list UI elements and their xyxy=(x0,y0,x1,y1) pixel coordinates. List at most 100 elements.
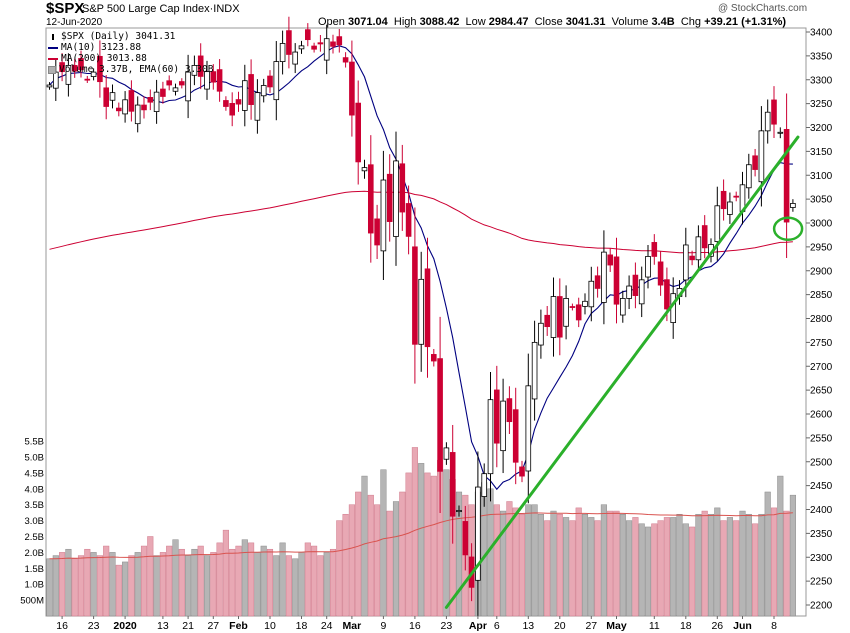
candle-body xyxy=(386,173,393,222)
candle-body xyxy=(412,246,418,345)
price-tick-label: 2400 xyxy=(810,505,833,516)
price-tick-label: 2550 xyxy=(810,433,833,444)
candle-body xyxy=(90,71,97,77)
volume-bar xyxy=(525,504,532,617)
volume-bar xyxy=(84,548,91,617)
legend-ma10-text: MA(10) 3123.88 xyxy=(61,42,142,53)
candle-body xyxy=(475,486,481,581)
candle-body xyxy=(71,65,78,72)
date-tick-label: 24 xyxy=(321,620,333,632)
candle-body xyxy=(626,285,632,299)
legend-volume: Volume 3.37B, EMA(60) 3.30B xyxy=(48,64,213,75)
volume-bar xyxy=(134,552,141,617)
volume-bar xyxy=(619,513,626,617)
candle-body xyxy=(349,61,355,116)
volume-bar xyxy=(581,513,589,617)
volume-bar xyxy=(103,545,110,617)
price-tick-label: 3350 xyxy=(810,51,833,62)
price-tick-label: 2200 xyxy=(810,601,833,612)
volume-axis: 500M 1.0B 1.5B 2.0B 2.5B 3.0B 3.5B 4.0B 4.5B 5.0B… xyxy=(20,437,44,607)
volume-bar xyxy=(342,513,349,617)
candlesticks xyxy=(46,16,796,616)
volume-bar xyxy=(367,494,374,617)
candle-body xyxy=(367,164,374,234)
candle-body xyxy=(84,78,91,81)
date-tick-label: 10 xyxy=(264,620,276,632)
open-value: 3071.04 xyxy=(347,16,388,28)
trendline xyxy=(444,135,800,609)
candle-body xyxy=(695,236,702,261)
volume-bar xyxy=(178,548,185,617)
volume-bar xyxy=(147,536,154,617)
candle-body xyxy=(764,111,771,132)
price-tick-label: 3150 xyxy=(810,147,833,158)
volume-bar xyxy=(235,545,242,617)
candle-body xyxy=(720,190,727,210)
volume-bar xyxy=(544,520,551,617)
candle-body xyxy=(172,87,179,92)
candle-body xyxy=(733,195,739,198)
candle-body xyxy=(46,84,53,88)
volume-bar xyxy=(128,555,135,617)
volume-tick-label: 5.5B xyxy=(24,437,44,448)
volume-bar xyxy=(537,513,544,617)
candle-body xyxy=(575,304,582,321)
volume-bar xyxy=(588,517,595,617)
volume-bar xyxy=(392,501,400,617)
candle-body xyxy=(267,75,273,88)
volume-bar xyxy=(216,542,223,617)
candle-body xyxy=(714,205,721,242)
volume-bar xyxy=(644,526,652,617)
candle-body xyxy=(689,255,695,261)
price-tick-label: 2900 xyxy=(810,266,833,277)
price-tick-label: 2650 xyxy=(810,386,833,397)
legend-ma200: MA(200) 3013.88 xyxy=(48,53,147,64)
candle-body xyxy=(141,104,147,111)
volume-bar xyxy=(329,548,337,617)
volume-bar xyxy=(613,510,620,617)
volume-bar xyxy=(575,507,582,617)
ohlc-readout: Open 3071.04 High 3088.42 Low 2984.47 Cl… xyxy=(318,16,786,28)
date-tick-label: 16 xyxy=(409,620,421,632)
volume-bar xyxy=(493,504,500,617)
volume-bar xyxy=(122,561,129,617)
date-tick-label: 13 xyxy=(522,620,534,632)
volume-bar xyxy=(109,552,116,617)
candle-body xyxy=(191,65,198,76)
volume-bar xyxy=(166,545,173,617)
chart-date: 12-Jun-2020 xyxy=(46,17,103,28)
candle-body xyxy=(223,100,229,107)
candle-body xyxy=(134,104,141,125)
candle-body xyxy=(752,155,758,170)
candle-body xyxy=(210,71,217,83)
price-tick-label: 3300 xyxy=(810,75,833,86)
candle-body xyxy=(493,389,500,444)
date-tick-label: 26 xyxy=(711,620,723,632)
candle-body xyxy=(456,510,462,513)
date-tick-label: 23 xyxy=(441,620,453,632)
price-tick-label: 3100 xyxy=(810,171,833,182)
volume-bar xyxy=(726,517,733,617)
candle-body xyxy=(506,398,513,423)
date-tick-label: Mar xyxy=(343,620,362,632)
candle-body xyxy=(160,88,166,97)
price-tick-label: 2600 xyxy=(810,410,833,421)
volume-bar xyxy=(279,542,286,617)
candle-body xyxy=(538,322,544,346)
candle-body xyxy=(594,275,601,289)
candle-body xyxy=(185,71,191,102)
volume-bar xyxy=(733,520,740,617)
symbol-title: $SPX xyxy=(46,0,85,17)
high-value: 3088.42 xyxy=(419,16,460,28)
candle-body xyxy=(443,447,450,460)
price-tick-label: 2500 xyxy=(810,457,833,468)
volume-bar xyxy=(348,504,355,617)
candle-body xyxy=(405,203,412,237)
candle-body xyxy=(487,399,494,475)
candle-body xyxy=(78,58,84,71)
volume-bar xyxy=(777,475,784,617)
volume-bar xyxy=(210,552,217,617)
date-axis: 16 23 2020 13 21 27 Feb 10 18 24 Mar 9 16 23 Apr 6 13 20 2… xyxy=(56,616,777,632)
volume-bar xyxy=(374,504,381,617)
volume-bar xyxy=(789,494,796,617)
